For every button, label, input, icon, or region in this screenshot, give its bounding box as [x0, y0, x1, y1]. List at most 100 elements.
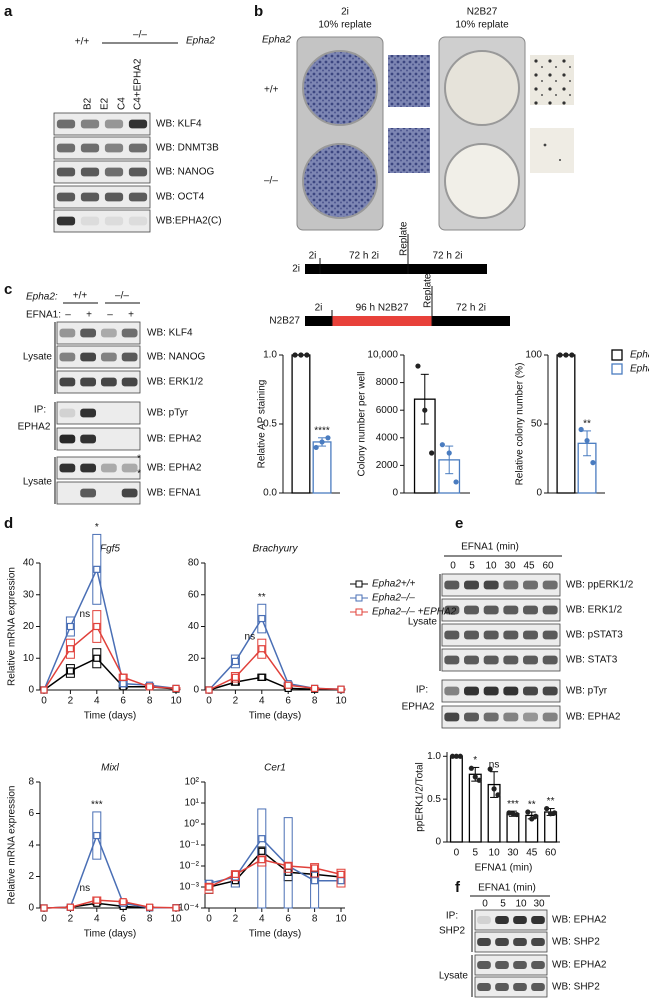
- y-tick-label: 0: [28, 685, 34, 696]
- y-tick-label: 30: [23, 589, 35, 600]
- data-point: [468, 765, 474, 771]
- blot-band: [477, 916, 491, 924]
- blot-band: [483, 605, 499, 615]
- blot-band: [59, 377, 76, 387]
- data-point: [544, 805, 550, 812]
- label: Lysate: [23, 477, 53, 488]
- y-tick-label: 6: [28, 808, 34, 819]
- x-tick-label: 2: [68, 696, 74, 707]
- label: 2i: [309, 251, 317, 262]
- data-marker: [337, 877, 345, 885]
- blot-band: [483, 686, 499, 696]
- x-tick-label: 8: [147, 914, 153, 925]
- blot-band: [503, 605, 519, 615]
- inset-image: [388, 128, 430, 173]
- x-tick-label: 6: [285, 914, 291, 925]
- error-box: [230, 672, 240, 683]
- blot-band: [523, 655, 538, 665]
- y-tick-label: 20: [188, 653, 200, 664]
- x-tick-label: 0: [206, 914, 212, 925]
- label: +/+: [264, 85, 279, 96]
- label: 2i: [341, 7, 349, 18]
- chart-title: Brachyury: [252, 544, 298, 555]
- data-marker: [40, 904, 48, 912]
- error-box: [257, 603, 267, 634]
- label: Lysate: [408, 617, 438, 628]
- blot-band: [523, 712, 538, 722]
- legend-marker: [355, 594, 363, 602]
- panel-label: f: [455, 879, 461, 896]
- blot-band: [80, 119, 100, 129]
- label: 10: [515, 899, 527, 910]
- blot-band: [100, 328, 117, 338]
- error-box: [310, 863, 320, 878]
- label: 2i: [292, 264, 300, 275]
- blot-band: [523, 686, 538, 696]
- blot-band: [80, 377, 97, 387]
- colony: [543, 143, 547, 147]
- data-marker: [93, 622, 101, 631]
- legend-label: Epha2+/+: [372, 579, 416, 590]
- label: Replate: [399, 221, 410, 256]
- label: 60: [542, 561, 554, 572]
- label: 30: [533, 899, 545, 910]
- label: 30: [504, 561, 516, 572]
- blot-band: [80, 167, 100, 177]
- significance-label: ****: [314, 425, 330, 436]
- blot-label: WB: NANOG: [147, 352, 206, 363]
- data-point: [453, 753, 460, 759]
- x-tick-label: 10: [170, 914, 182, 925]
- data-marker: [258, 673, 266, 681]
- bar: [506, 813, 520, 843]
- blot-band: [477, 961, 491, 969]
- blot: [56, 427, 141, 451]
- label: 45: [523, 561, 535, 572]
- blot-band: [464, 630, 479, 640]
- blot-band: [542, 630, 558, 640]
- blot-band: [483, 580, 499, 590]
- timeline-bar: [305, 264, 487, 274]
- blot-band: [444, 655, 460, 665]
- blot-band: [56, 119, 76, 129]
- blot-band: [59, 463, 76, 473]
- blot: [441, 573, 561, 597]
- blot-label: WB: ERK1/2: [566, 605, 623, 616]
- blot-band: [80, 192, 100, 202]
- well: [302, 143, 378, 219]
- data-point: [590, 460, 596, 466]
- data-point: [584, 437, 590, 444]
- blot-band: [464, 605, 479, 615]
- blot-label: WB: pSTAT3: [566, 630, 623, 641]
- x-tick-label: 6: [120, 914, 126, 925]
- bar: [544, 811, 558, 843]
- error-box: [92, 610, 102, 643]
- label: 0: [450, 561, 456, 572]
- blot-band: [513, 938, 527, 946]
- bar: [449, 755, 463, 843]
- y-tick-label: 10: [23, 653, 35, 664]
- label: –/–: [115, 291, 129, 302]
- error-box: [65, 616, 75, 637]
- data-marker: [205, 883, 213, 891]
- blot: [56, 401, 141, 425]
- inset-image: [388, 55, 430, 107]
- label: 5: [500, 899, 506, 910]
- panel-label: e: [455, 515, 463, 532]
- blot-band: [59, 328, 76, 338]
- blot-band: [495, 916, 509, 924]
- data-marker: [66, 667, 75, 675]
- significance-label: **: [258, 592, 266, 603]
- blot-label: WB: pTyr: [147, 408, 189, 419]
- x-axis-label: Time (days): [84, 929, 136, 940]
- blot-band: [80, 463, 97, 473]
- significance-label: **: [583, 419, 591, 430]
- series-line: [43, 625, 177, 691]
- data-marker: [258, 856, 266, 864]
- blot-band: [523, 630, 538, 640]
- blot-label: WB: EPHA2: [147, 434, 202, 445]
- x-tick-label: 8: [147, 696, 153, 707]
- blot-band: [542, 655, 558, 665]
- blot: [53, 136, 151, 160]
- blot-band: [444, 580, 460, 590]
- blot-band: [444, 605, 460, 615]
